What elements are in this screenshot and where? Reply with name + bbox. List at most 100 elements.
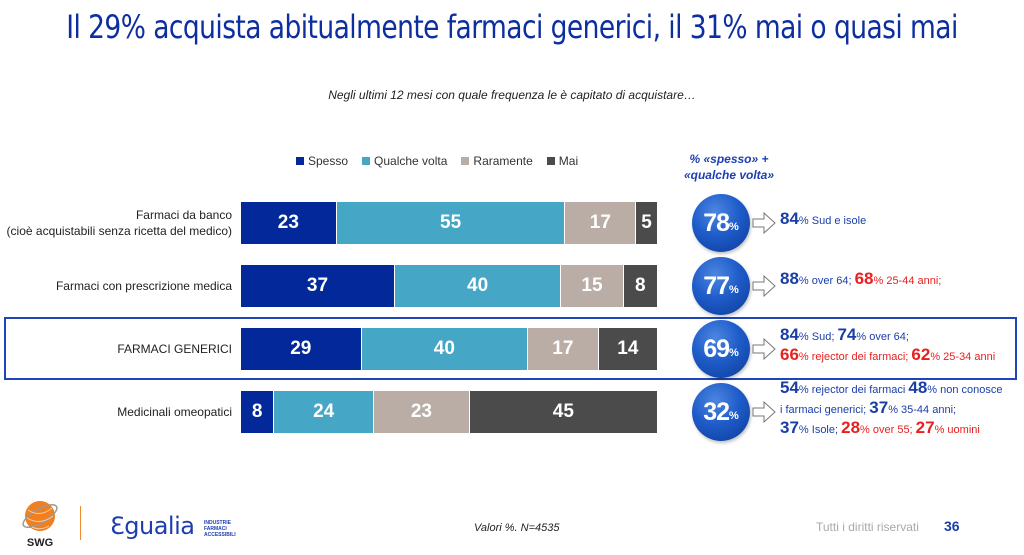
logo-divider [80, 506, 81, 540]
note-number: 74 [837, 325, 857, 344]
bar-segment-spesso: 37 [241, 265, 395, 307]
question-subtitle: Negli ultimi 12 mesi con quale frequenza… [328, 88, 696, 102]
bar-segment-raramente: 17 [528, 328, 599, 370]
stacked-bar: 23 55 17 5 [241, 202, 657, 244]
bar-segment-spesso: 29 [241, 328, 362, 370]
egualia-tagline-line: INDUSTRIE [204, 520, 231, 526]
note-text: % Isole; [798, 424, 842, 436]
category-label: Farmaci da banco (cioè acquistabili senza… [7, 207, 232, 239]
bar-segment-mai: 8 [623, 265, 657, 307]
arrow-right-icon [752, 212, 776, 234]
segment-note: 37% Isole; 28% over 55; 27% uomini [780, 418, 980, 440]
total-badge: 77% [692, 257, 750, 315]
category-label-line: Farmaci con prescrizione medica [55, 279, 232, 293]
arrow-right-icon [752, 401, 776, 423]
legend-swatch [546, 157, 555, 165]
bar-segment-qualche-volta: 40 [394, 265, 562, 307]
note-text: % 25-44 anni; [873, 275, 942, 287]
chart-legend: Spesso Qualche volta Raramente Mai [296, 154, 578, 168]
note-text: % non conosce [927, 384, 1003, 396]
note-text: % uomini [934, 424, 980, 436]
stacked-bar: 29 40 17 14 [241, 328, 657, 370]
category-label: Medicinali omeopatici [117, 404, 232, 420]
bar-segment-raramente: 23 [374, 391, 470, 433]
stacked-bar: 8 24 23 45 [241, 391, 657, 433]
total-header-line: «qualche volta» [683, 168, 775, 182]
legend-swatch [362, 157, 371, 165]
note-text: % rejector dei farmaci; [798, 351, 912, 363]
legend-item-raramente: Raramente [461, 154, 533, 168]
note-text: % over 64; [856, 331, 909, 343]
segment-note: 54% rejector dei farmaci 48% non conosce [780, 378, 1003, 400]
total-badge: 32% [692, 383, 750, 441]
category-label: FARMACI GENERICI [117, 341, 232, 357]
segment-note: 84% Sud; 74% over 64; [780, 325, 909, 347]
note-number: 28 [841, 418, 861, 437]
note-number: 84 [780, 325, 799, 344]
legend-item-mai: Mai [546, 154, 579, 168]
category-label-line: Farmaci da banco [135, 208, 232, 222]
bar-segment-raramente: 17 [565, 202, 637, 244]
note-number: 37 [869, 398, 889, 417]
note-text: i farmaci generici; [780, 404, 870, 416]
egualia-tagline: INDUSTRIE FARMACI ACCESSIBILI [204, 520, 236, 538]
note-text: % Sud e isole [798, 215, 867, 227]
note-number: 62 [911, 345, 931, 364]
note-number: 84 [780, 209, 799, 228]
footnote-sample: Valori %. N=4535 [474, 522, 560, 534]
swg-globe-icon: SWG [22, 501, 58, 549]
note-text: % rejector dei farmaci [798, 384, 909, 396]
total-percent-sign: % [729, 410, 739, 422]
legend-label: Raramente [473, 154, 533, 168]
note-number: 54 [780, 378, 799, 397]
note-number: 68 [854, 269, 874, 288]
note-text: % 25-34 anni [930, 351, 996, 363]
note-text: % Sud; [798, 331, 838, 343]
arrow-right-icon [752, 275, 776, 297]
copyright-text: Tutti i diritti riservati [816, 520, 919, 534]
swg-logo: SWG [18, 496, 62, 550]
total-badge: 78% [692, 194, 750, 252]
note-text: % 35-44 anni; [888, 404, 957, 416]
total-value: 32 [703, 397, 730, 426]
total-badge: 69% [692, 320, 750, 378]
legend-item-spesso: Spesso [296, 154, 348, 168]
bar-segment-mai: 5 [636, 202, 657, 244]
bar-segment-raramente: 15 [561, 265, 624, 307]
legend-swatch [296, 157, 304, 165]
total-percent-sign: % [729, 347, 739, 359]
egualia-logo: Ɛgualia [110, 512, 195, 540]
bar-segment-qualche-volta: 55 [336, 202, 566, 244]
legend-label: Mai [558, 154, 579, 168]
segment-note: 84% Sud e isole [780, 209, 866, 231]
note-number: 88 [780, 269, 799, 288]
slide-title: Il 29% acquista abitualmente farmaci gen… [66, 8, 958, 46]
bar-segment-mai: 14 [598, 328, 657, 370]
legend-label: Spesso [308, 154, 349, 168]
legend-label: Qualche volta [374, 154, 448, 168]
arrow-right-icon [752, 338, 776, 360]
legend-swatch [461, 157, 470, 165]
note-text: % over 55; [860, 424, 916, 436]
egualia-tagline-line: ACCESSIBILI [204, 532, 236, 538]
total-header-line: % «spesso» + [689, 152, 769, 166]
highlight-box-generici [4, 317, 1017, 380]
page-number: 36 [944, 518, 960, 534]
segment-note: 88% over 64; 68% 25-44 anni; [780, 269, 941, 291]
stacked-bar: 37 40 15 8 [241, 265, 657, 307]
legend-item-qualche-volta: Qualche volta [362, 154, 447, 168]
category-label-line: Medicinali omeopatici [117, 405, 232, 419]
note-number: 27 [915, 418, 935, 437]
note-number: 37 [780, 418, 799, 437]
total-column-header: % «spesso» + «qualche volta» [670, 151, 788, 183]
total-percent-sign: % [729, 284, 739, 296]
swg-logo-text: SWG [27, 537, 53, 549]
category-label-line: (cioè acquistabili senza ricetta del med… [6, 224, 232, 238]
total-value: 78 [703, 208, 730, 237]
egualia-tagline-line: FARMACI [204, 526, 227, 532]
bar-segment-qualche-volta: 24 [274, 391, 375, 433]
note-text: % over 64; [798, 275, 855, 287]
category-label: Farmaci con prescrizione medica [56, 278, 232, 294]
total-percent-sign: % [729, 221, 739, 233]
segment-note: 66% rejector dei farmaci; 62% 25-34 anni [780, 345, 995, 367]
